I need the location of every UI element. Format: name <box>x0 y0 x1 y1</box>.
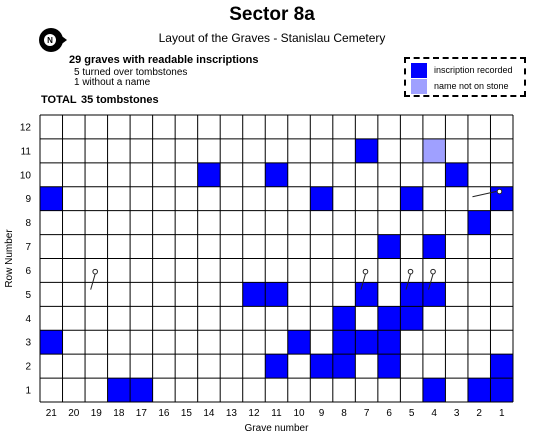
x-axis-label: Grave number <box>245 423 310 434</box>
y-tick-label: 9 <box>25 194 31 205</box>
grave-cell-recorded-r5-g7 <box>355 282 378 307</box>
x-tick-label: 12 <box>248 408 260 419</box>
grave-cell-recorded-r4-g5 <box>400 306 423 331</box>
grave-cell-recorded-r1-g1 <box>490 378 513 402</box>
grave-cell-recorded-r10-g11 <box>265 162 288 187</box>
grave-cell-recorded-r9-g21 <box>40 186 63 211</box>
grave-cell-recorded-r8-g2 <box>467 210 491 235</box>
x-tick-label: 11 <box>271 408 282 419</box>
turned-over-marker-r5-g7 <box>360 268 369 290</box>
compass-icon: N <box>39 28 67 52</box>
grave-cell-recorded-r1-g17 <box>130 378 153 402</box>
y-tick-label: 10 <box>20 170 32 181</box>
legend-item-no-name: name not on stone <box>411 78 509 94</box>
x-tick-label: 8 <box>341 408 347 419</box>
grave-cell-recorded-r9-g5 <box>400 186 423 211</box>
turned-over-marker-r5-g5 <box>405 268 414 290</box>
grave-cell-recorded-r5-g5 <box>400 282 423 307</box>
x-tick-label: 6 <box>386 408 392 419</box>
x-tick-label: 17 <box>136 408 148 419</box>
x-tick-label: 19 <box>91 408 103 419</box>
grave-cell-recorded-r10-g3 <box>445 162 468 187</box>
x-tick-label: 1 <box>499 408 505 419</box>
grave-cell-recorded-r3-g8 <box>332 330 356 355</box>
y-tick-label: 2 <box>25 362 31 373</box>
x-tick-label: 10 <box>293 408 305 419</box>
x-tick-label: 4 <box>431 408 437 419</box>
y-tick-label: 12 <box>20 122 32 133</box>
y-tick-label: 3 <box>25 338 31 349</box>
grave-cell-recorded-r2-g9 <box>310 354 333 379</box>
y-tick-label: 11 <box>21 146 32 157</box>
turned-over-marker-r5-g4 <box>428 268 436 290</box>
y-tick-label: 7 <box>25 242 31 253</box>
y-axis-label: Row Number <box>4 229 15 288</box>
grave-cell-recorded-r5-g12 <box>242 282 266 307</box>
y-tick-label: 1 <box>25 386 31 397</box>
x-tick-label: 14 <box>203 408 215 419</box>
grave-cell-recorded-r11-g7 <box>355 138 378 163</box>
grave-cell-recorded-r7-g4 <box>422 234 446 259</box>
grave-cell-recorded-r9-g1 <box>490 186 513 211</box>
x-tick-label: 7 <box>364 408 370 419</box>
y-tick-label: 8 <box>25 218 31 229</box>
stat-turned: 5 turned over tombstones <box>74 67 188 78</box>
stat-readable: 29 graves with readable inscriptions <box>69 54 259 66</box>
x-tick-label: 13 <box>226 408 238 419</box>
legend-label-no-name: name not on stone <box>434 81 509 91</box>
stat-total-label: TOTAL <box>41 94 77 106</box>
grave-cell-recorded-r7-g6 <box>377 234 401 259</box>
grave-cell-recorded-r1-g2 <box>467 378 491 402</box>
chart-subtitle: Layout of the Graves - Stanislau Cemeter… <box>158 31 386 45</box>
x-tick-label: 3 <box>454 408 460 419</box>
grave-cell-recorded-r1-g4 <box>422 378 446 402</box>
x-tick-label: 21 <box>46 408 58 419</box>
x-tick-label: 5 <box>409 408 415 419</box>
grave-cell-recorded-r5-g4 <box>422 282 446 307</box>
grave-cell-recorded-r3-g10 <box>287 330 311 355</box>
grave-cell-recorded-r2-g1 <box>490 354 513 379</box>
x-tick-label: 9 <box>319 408 325 419</box>
grave-cell-recorded-r5-g11 <box>265 282 288 307</box>
legend: inscription recorded name not on stone <box>404 57 526 97</box>
chart-title: Sector 8a <box>229 4 315 25</box>
x-tick-label: 18 <box>113 408 125 419</box>
grave-cell-recorded-r4-g6 <box>377 306 401 331</box>
grave-cell-recorded-r9-g9 <box>310 186 333 211</box>
grave-cell-recorded-r2-g6 <box>377 354 401 379</box>
y-tick-label: 5 <box>25 290 31 301</box>
y-tick-label: 6 <box>25 266 31 277</box>
stat-total-value: 35 tombstones <box>81 94 159 106</box>
compass-label: N <box>47 36 53 45</box>
turned-over-marker-r9-g1 <box>472 188 503 198</box>
turned-over-marker-r5-g19 <box>90 268 98 290</box>
legend-swatch-no-name <box>411 78 427 94</box>
grave-cell-recorded-r2-g8 <box>332 354 356 379</box>
grave-cell-recorded-r10-g14 <box>197 162 221 187</box>
grave-cell-recorded-r3-g7 <box>355 330 378 355</box>
grave-cell-recorded-r1-g18 <box>107 378 131 402</box>
x-tick-label: 2 <box>476 408 482 419</box>
grave-cell-no-name-r11-g4 <box>422 138 446 163</box>
stat-without-name: 1 without a name <box>74 77 151 88</box>
grave-cell-recorded-r4-g8 <box>332 306 356 331</box>
legend-swatch-recorded <box>411 62 427 78</box>
grave-cell-recorded-r2-g11 <box>265 354 288 379</box>
y-tick-label: 4 <box>25 314 31 325</box>
legend-item-recorded: inscription recorded <box>411 62 513 78</box>
grave-cell-recorded-r3-g6 <box>377 330 401 355</box>
legend-label-recorded: inscription recorded <box>434 65 513 75</box>
x-tick-label: 15 <box>181 408 193 419</box>
x-tick-label: 20 <box>68 408 80 419</box>
x-tick-label: 16 <box>158 408 170 419</box>
grave-cell-recorded-r3-g21 <box>40 330 63 355</box>
